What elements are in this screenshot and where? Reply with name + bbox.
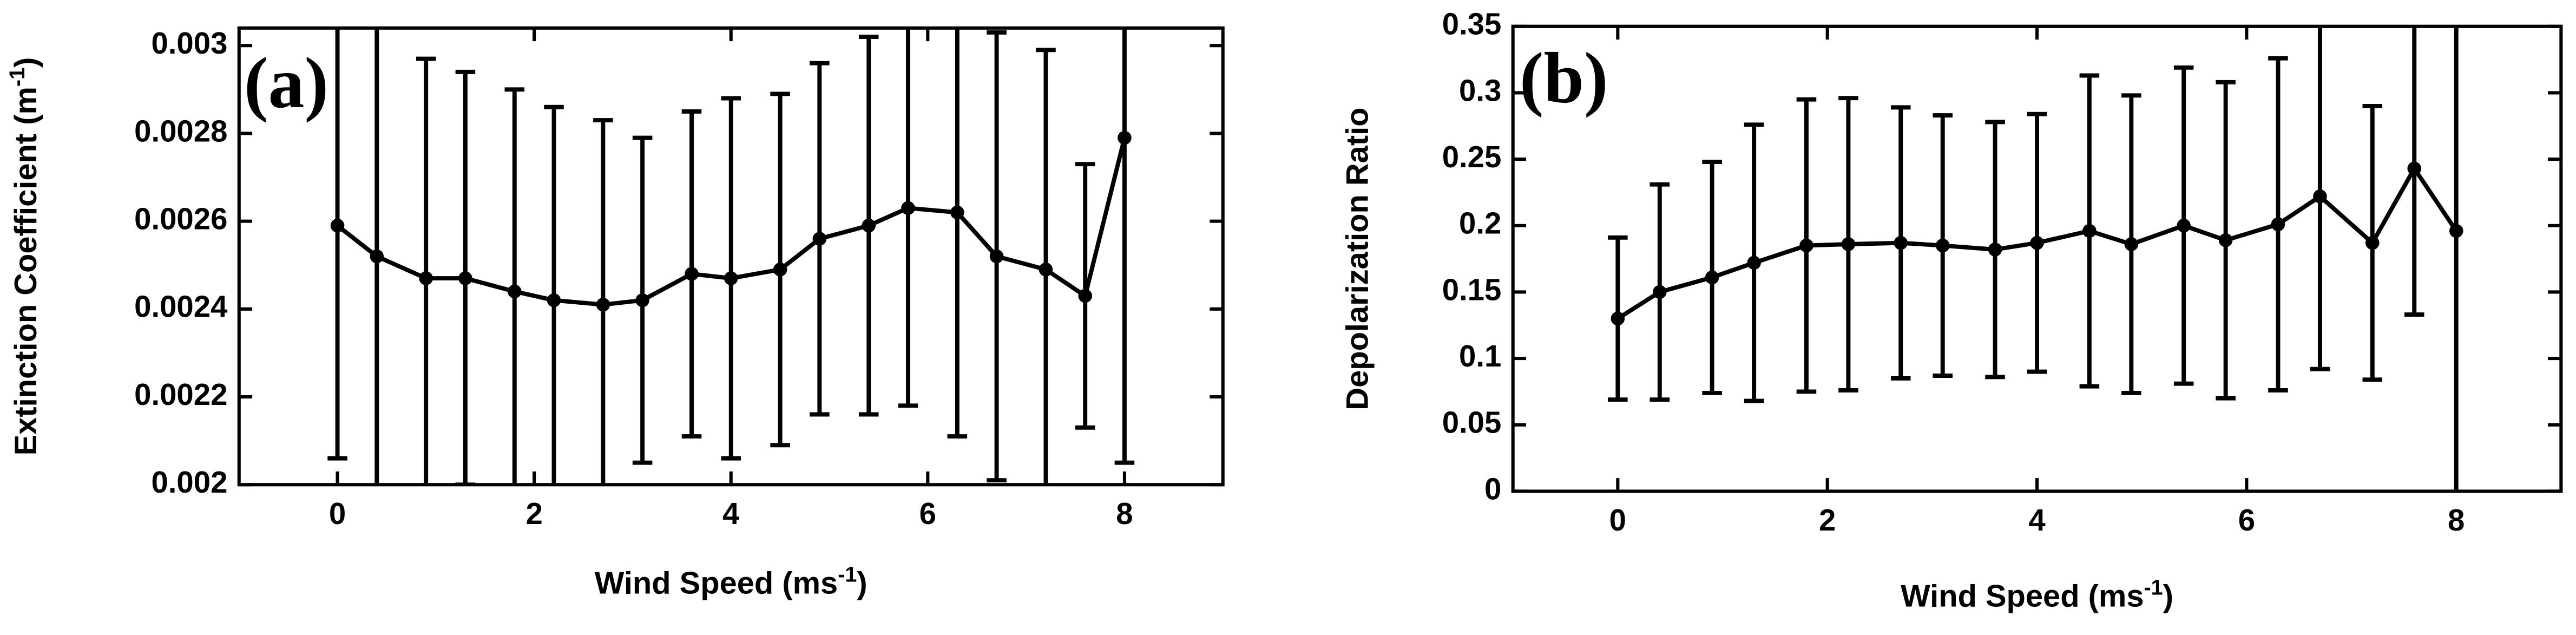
data-point bbox=[1841, 237, 1856, 251]
y-tick-label: 0.0028 bbox=[134, 114, 227, 148]
data-point bbox=[635, 293, 649, 307]
y-tick-label: 0.0022 bbox=[134, 377, 227, 411]
y-tick-label: 0.0026 bbox=[134, 202, 227, 236]
data-point bbox=[862, 218, 876, 233]
y-tick-label: 0.35 bbox=[1442, 7, 1502, 41]
panel-label: (b) bbox=[1520, 38, 1608, 118]
data-point bbox=[1799, 238, 1813, 253]
data-point bbox=[1988, 243, 2002, 257]
chart-panel: 0 2 4 6 8 0 0.05 0.1 0.15 0.2 0.25 0.3 0.35 Wind Spee… bbox=[1340, 7, 2563, 614]
data-point bbox=[1653, 285, 1667, 299]
data-point bbox=[458, 271, 472, 285]
data-point bbox=[419, 271, 433, 285]
data-point bbox=[1611, 311, 1625, 326]
data-point bbox=[1705, 270, 1719, 285]
data-point bbox=[2082, 224, 2097, 238]
data-point bbox=[773, 263, 787, 277]
data-point bbox=[2218, 233, 2233, 247]
data-point bbox=[2449, 224, 2463, 238]
data-point bbox=[2365, 235, 2380, 250]
x-axis-label-part: -1 bbox=[2144, 576, 2163, 600]
x-axis-label-part: ) bbox=[2163, 579, 2173, 614]
y-axis-label-part: ) bbox=[9, 57, 43, 68]
data-point bbox=[2407, 161, 2422, 176]
data-point bbox=[812, 232, 827, 246]
data-point bbox=[370, 249, 384, 264]
x-axis-label-part: Wind Speed (ms bbox=[1901, 579, 2144, 614]
x-tick-label: 2 bbox=[525, 496, 542, 531]
x-tick-label: 2 bbox=[1819, 503, 1836, 537]
y-axis-label-part: Depolarization Ratio bbox=[1340, 107, 1375, 410]
chart-panel: 0 2 4 6 8 0.002 0.0022 0.0024 0.0026 0.0028 0.003 W… bbox=[5, 26, 1225, 600]
data-point bbox=[724, 271, 738, 285]
y-tick-label: 0.05 bbox=[1442, 405, 1502, 440]
data-point bbox=[547, 293, 561, 307]
x-tick-label: 0 bbox=[329, 496, 346, 531]
x-axis-label: Wind Speed (ms-1) bbox=[1901, 576, 2173, 614]
x-tick-label: 4 bbox=[722, 496, 740, 531]
data-point bbox=[950, 205, 964, 220]
y-axis-label: Extinction Coefficient (m-1) bbox=[5, 57, 43, 456]
x-tick-label: 6 bbox=[2238, 503, 2255, 537]
y-axis-label: Depolarization Ratio bbox=[1340, 107, 1375, 410]
data-point bbox=[1078, 289, 1092, 303]
plot-area bbox=[1608, 26, 2463, 492]
data-point bbox=[2177, 218, 2191, 233]
data-point bbox=[1118, 130, 1132, 145]
data-point bbox=[901, 201, 915, 215]
data-point bbox=[685, 267, 699, 281]
data-point bbox=[1894, 235, 1908, 250]
y-tick-label: 0 bbox=[1484, 472, 1501, 506]
y-tick-label: 0.25 bbox=[1442, 140, 1502, 174]
data-point bbox=[1039, 263, 1053, 277]
data-point bbox=[507, 284, 522, 299]
y-axis-label-part: -1 bbox=[5, 68, 29, 87]
y-axis-label-part: Extinction Coefficient (m bbox=[9, 87, 43, 455]
x-axis-label-part: Wind Speed (ms bbox=[595, 566, 838, 600]
data-point bbox=[2271, 217, 2285, 232]
x-axis-label-part: ) bbox=[857, 566, 867, 600]
x-tick-label: 8 bbox=[1116, 496, 1133, 531]
data-point bbox=[2030, 235, 2044, 250]
x-tick-label: 8 bbox=[2448, 503, 2465, 537]
data-point bbox=[330, 218, 345, 233]
data-point bbox=[1747, 256, 1761, 270]
y-tick-label: 0.2 bbox=[1459, 206, 1501, 240]
data-point bbox=[1935, 238, 1950, 253]
x-tick-label: 6 bbox=[919, 496, 936, 531]
y-tick-label: 0.1 bbox=[1459, 339, 1501, 373]
y-tick-label: 0.003 bbox=[151, 26, 227, 60]
y-tick-label: 0.15 bbox=[1442, 272, 1502, 306]
data-point bbox=[596, 297, 610, 312]
data-point bbox=[2124, 237, 2139, 251]
x-tick-label: 4 bbox=[2028, 503, 2046, 537]
y-tick-label: 0.002 bbox=[151, 465, 227, 499]
x-tick-label: 0 bbox=[1609, 503, 1626, 537]
plot-area bbox=[327, 28, 1135, 485]
y-tick-label: 0.0024 bbox=[134, 290, 228, 324]
data-point bbox=[2313, 189, 2327, 204]
x-axis-label: Wind Speed (ms-1) bbox=[595, 562, 868, 600]
data-point bbox=[989, 249, 1004, 264]
y-tick-label: 0.3 bbox=[1459, 73, 1501, 107]
panel-label: (a) bbox=[244, 43, 328, 123]
x-axis-label-part: -1 bbox=[838, 562, 857, 586]
